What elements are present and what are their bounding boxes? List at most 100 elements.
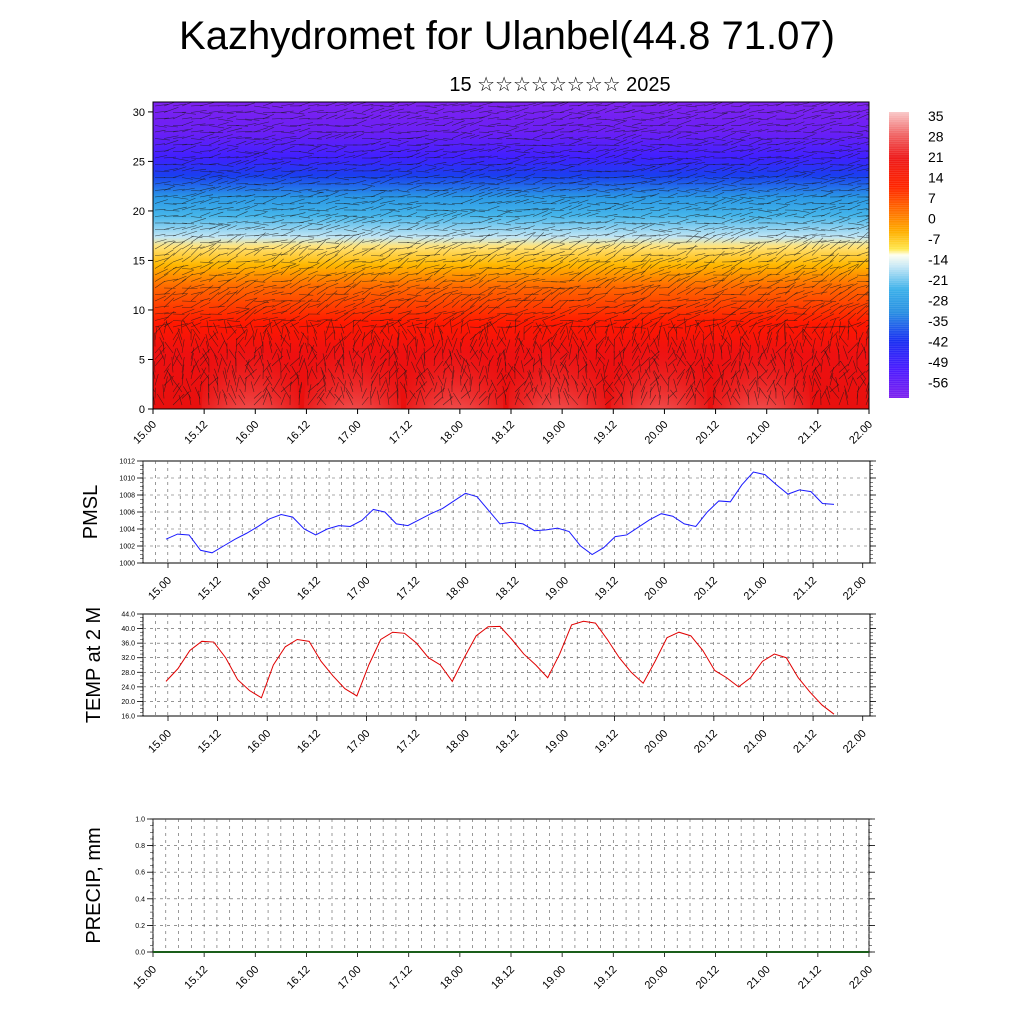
wind-barb xyxy=(523,121,535,126)
wind-barb xyxy=(577,260,589,269)
wind-barb xyxy=(352,350,359,360)
wind-barb xyxy=(784,194,797,198)
wind-barb xyxy=(217,207,234,211)
wind-barb xyxy=(694,130,707,133)
wind-barb xyxy=(586,260,600,269)
wind-barb xyxy=(604,323,610,334)
wind-barb xyxy=(154,117,169,120)
wind-barb xyxy=(181,339,185,354)
wind-barb xyxy=(154,312,169,315)
wind-barb xyxy=(487,116,500,120)
wind-barb xyxy=(514,392,520,406)
wind-barb xyxy=(298,246,308,256)
wind-barb xyxy=(172,188,185,191)
wind-barb xyxy=(433,218,444,224)
chart-subtitle: 15 ☆☆☆☆☆☆☆☆ 2025 xyxy=(449,74,671,96)
wind-barb xyxy=(307,345,315,360)
wind-barb xyxy=(487,276,500,282)
wind-barb xyxy=(213,386,219,399)
wind-barb xyxy=(523,371,531,386)
wind-barb xyxy=(220,332,228,347)
wind-barb xyxy=(334,240,344,250)
wind-barb xyxy=(280,263,296,269)
wind-barb xyxy=(793,187,810,191)
wind-barb xyxy=(757,194,770,198)
wind-barb xyxy=(163,252,175,263)
wind-barb xyxy=(334,161,350,165)
wind-barb xyxy=(199,285,214,295)
wind-barb xyxy=(514,260,526,269)
wind-barb xyxy=(703,204,718,211)
wind-barb xyxy=(604,278,615,289)
wind-barb xyxy=(523,208,539,211)
wind-barb xyxy=(685,161,698,165)
wind-barb xyxy=(496,265,511,269)
colorbar-label: -49 xyxy=(928,354,948,370)
wind-barb xyxy=(325,242,340,244)
wind-barb xyxy=(334,382,339,393)
wind-barb xyxy=(523,112,535,114)
wind-barb xyxy=(653,338,660,354)
wind-barb xyxy=(307,145,322,152)
wind-barb xyxy=(685,173,698,178)
wind-barb xyxy=(442,181,459,185)
wind-barb xyxy=(532,334,538,347)
wind-barb xyxy=(802,182,817,185)
wind-barb xyxy=(757,315,773,321)
wind-barb xyxy=(802,365,808,380)
wind-barb xyxy=(685,272,698,282)
wind-barb xyxy=(226,110,243,113)
wind-barb xyxy=(523,348,531,360)
wind-barb xyxy=(775,160,787,165)
wind-barb xyxy=(658,257,675,263)
wind-barb xyxy=(550,128,564,133)
wind-barb xyxy=(631,383,634,399)
wind-barb xyxy=(766,338,772,354)
wind-barb xyxy=(712,333,714,347)
wind-barb xyxy=(223,394,228,406)
wind-barb xyxy=(523,325,533,334)
wind-barb xyxy=(397,114,410,120)
wind-barb xyxy=(563,390,570,406)
wind-barb xyxy=(649,187,665,191)
wind-barb xyxy=(235,104,249,107)
wind-barb xyxy=(541,291,553,302)
wind-barb xyxy=(289,164,304,166)
wind-barb xyxy=(604,148,617,152)
wind-barb xyxy=(298,298,313,308)
wind-barb xyxy=(199,278,212,282)
wind-barb xyxy=(523,225,535,230)
wind-barb xyxy=(811,350,817,367)
wind-barb xyxy=(487,339,494,354)
wind-barb xyxy=(775,253,787,263)
wind-barb xyxy=(469,254,478,263)
wind-barb xyxy=(496,281,508,283)
wind-barb xyxy=(829,286,842,295)
wind-barb xyxy=(343,215,357,217)
wind-barb xyxy=(244,279,259,282)
wind-barb xyxy=(721,271,733,282)
wind-barb xyxy=(154,322,166,334)
wind-barb xyxy=(388,203,403,206)
wind-barb xyxy=(388,102,400,107)
wind-barb xyxy=(451,118,464,120)
wind-barb xyxy=(829,332,833,347)
wind-barb xyxy=(739,187,755,191)
wind-barb xyxy=(451,232,467,237)
wind-barb xyxy=(343,282,355,289)
wind-barb xyxy=(667,150,680,152)
wind-barb xyxy=(387,321,390,334)
wind-barb xyxy=(703,102,717,107)
wind-barb xyxy=(361,149,374,152)
wind-barb xyxy=(334,236,346,243)
wind-barb xyxy=(159,349,165,360)
wind-barb xyxy=(190,216,202,219)
wind-barb xyxy=(766,355,777,367)
wind-barb xyxy=(775,166,790,172)
wind-barb xyxy=(626,373,633,386)
wind-barb xyxy=(460,364,467,380)
wind-barb xyxy=(550,168,565,172)
wind-barb xyxy=(490,379,498,393)
wind-barb xyxy=(154,129,166,133)
wind-barb xyxy=(622,186,635,191)
